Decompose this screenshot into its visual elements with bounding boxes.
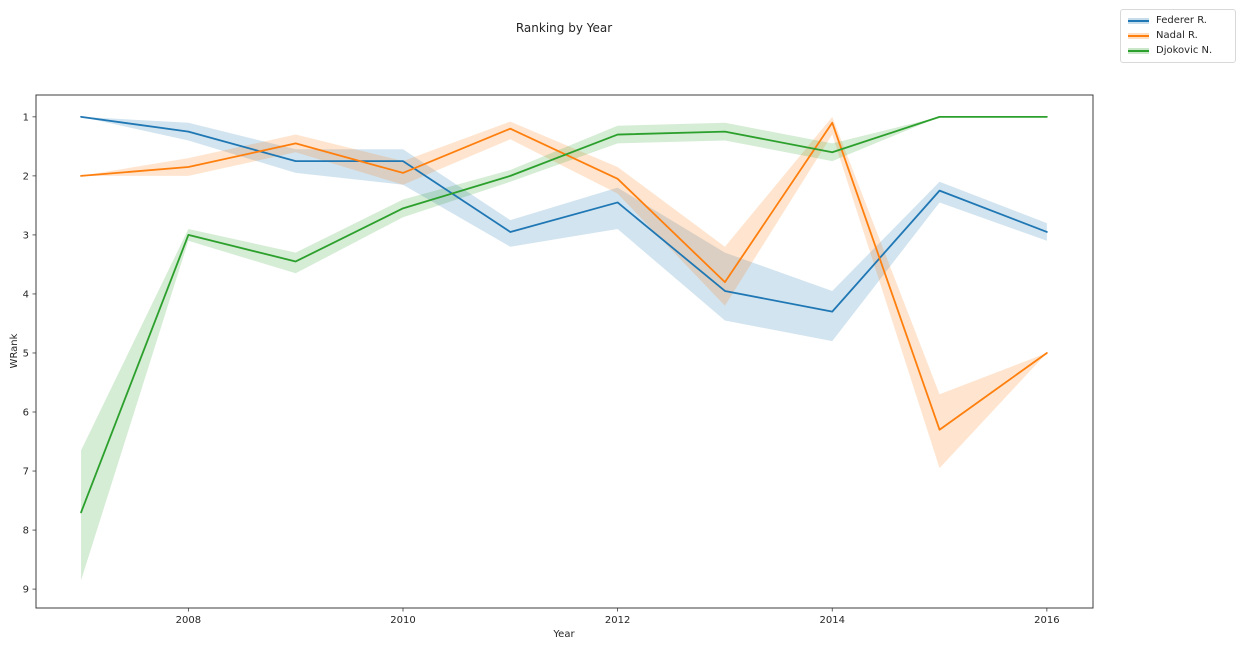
y-tick-label: 9 xyxy=(23,585,29,596)
y-tick-label: 4 xyxy=(23,289,29,300)
y-tick-label: 8 xyxy=(23,526,29,537)
legend-label: Nadal R. xyxy=(1156,30,1198,41)
series-line-federer-r xyxy=(80,115,1048,313)
legend-label: Federer R. xyxy=(1156,15,1207,26)
ci-band-nadal-r xyxy=(81,116,1047,469)
legend-line-icon xyxy=(1128,48,1149,54)
legend-stroke-icon xyxy=(1128,20,1149,22)
series-line-djokovic-n xyxy=(80,115,1048,514)
y-tick-label: 1 xyxy=(23,112,29,123)
legend-stroke-icon xyxy=(1128,35,1149,37)
confidence-bands xyxy=(81,116,1047,581)
x-axis-label: Year xyxy=(552,629,575,640)
y-tick-label: 3 xyxy=(23,230,29,241)
legend-item-federer-r: Federer R. xyxy=(1128,15,1228,27)
legend-line-icon xyxy=(1128,18,1149,24)
x-tick-label: 2012 xyxy=(605,615,630,626)
y-tick-label: 2 xyxy=(23,171,29,182)
plot-border xyxy=(35,94,1094,609)
series-lines xyxy=(80,115,1048,514)
x-tick-label: 2008 xyxy=(176,615,201,626)
legend-item-djokovic-n: Djokovic N. xyxy=(1128,45,1228,57)
legend-item-nadal-r: Nadal R. xyxy=(1128,30,1228,42)
y-tick-label: 7 xyxy=(23,467,29,478)
legend-label: Djokovic N. xyxy=(1156,45,1213,56)
y-axis-label: WRank xyxy=(9,333,20,368)
x-tick-label: 2016 xyxy=(1034,615,1059,626)
y-tick-label: 5 xyxy=(23,348,29,359)
legend-line-icon xyxy=(1128,33,1149,39)
axes: 2008 2010 2012 2014 2016 1 2 3 4 5 6 7 8 9 xyxy=(23,112,1060,626)
legend-stroke-icon xyxy=(1128,50,1149,52)
x-tick-label: 2010 xyxy=(390,615,415,626)
y-tick-label: 6 xyxy=(23,408,29,419)
ci-band-federer-r xyxy=(81,116,1047,342)
series-line-nadal-r xyxy=(80,121,1048,431)
legend: Federer R. Nadal R. Djokovic N. xyxy=(1120,9,1236,63)
chart-title: Ranking by Year xyxy=(516,21,612,35)
x-tick-label: 2014 xyxy=(820,615,845,626)
